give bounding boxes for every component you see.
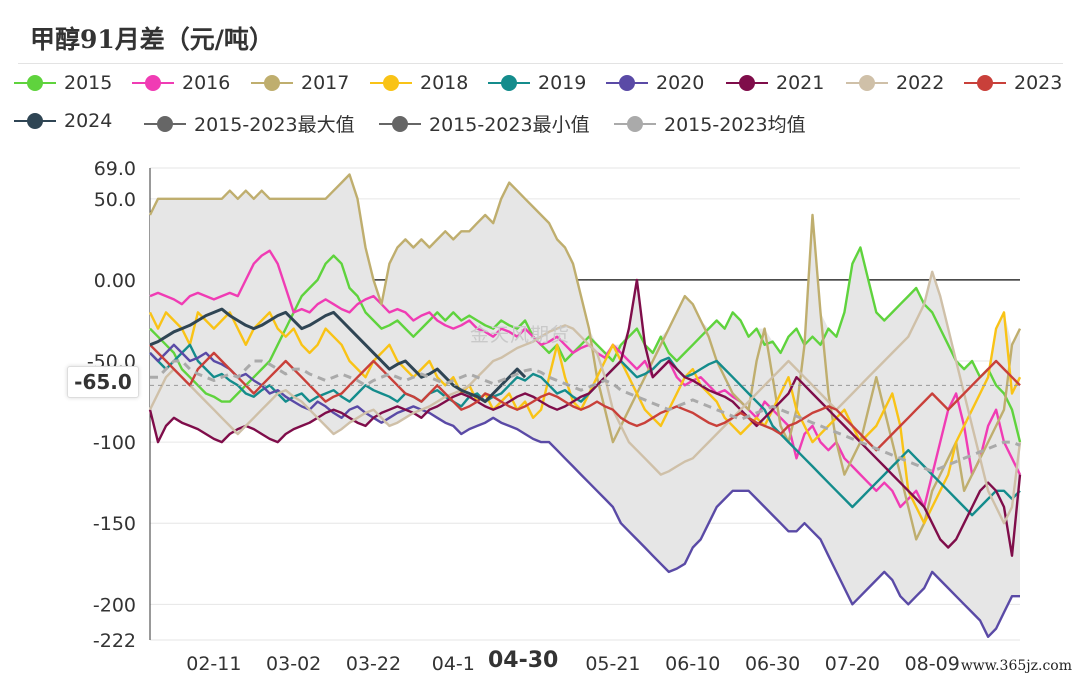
y-tick-label: 69.0 — [94, 158, 136, 180]
legend-label: 2015-2023最小值 — [429, 114, 590, 136]
legend-label: 2021 — [776, 72, 825, 94]
legend-marker-icon — [488, 75, 530, 91]
legend-label: 2015 — [64, 72, 113, 94]
series-line-2018 — [148, 311, 1022, 525]
legend-label: 2022 — [896, 72, 945, 94]
legend-marker-icon — [14, 113, 56, 129]
y-tick-label: -222 — [93, 630, 136, 652]
legend-item-2020[interactable]: 2020 — [606, 72, 704, 94]
legend-item-2024[interactable]: 2024 — [14, 110, 112, 132]
y-tick-label: -100 — [93, 432, 136, 454]
legend-label: 2015-2023均值 — [664, 114, 806, 136]
series-line-2017 — [148, 173, 1022, 541]
series-line-2022 — [148, 270, 1022, 525]
x-tick-label: 05-21 — [585, 653, 640, 675]
watermark: 金天风期货 — [470, 324, 571, 346]
legend-item-2017[interactable]: 2017 — [251, 72, 349, 94]
title-divider — [18, 63, 1063, 64]
legend-label: 2015-2023最大值 — [194, 114, 355, 136]
footer-url: www.365jz.com — [960, 658, 1072, 674]
legend-marker-icon — [726, 75, 768, 91]
legend-marker-icon — [606, 75, 648, 91]
legend-label: 2018 — [420, 72, 469, 94]
x-tick-label: 07-20 — [825, 653, 880, 675]
y-tick-label: -200 — [93, 594, 136, 616]
legend-label: 2017 — [301, 72, 350, 94]
legend-marker-icon — [614, 115, 656, 132]
legend-label: 2024 — [64, 110, 113, 132]
x-cursor-label: 04-30 — [484, 648, 563, 673]
legend-item-2015[interactable]: 2015 — [14, 72, 112, 94]
x-tick-label: 03-22 — [346, 653, 401, 675]
legend-marker-icon — [144, 115, 186, 132]
y-tick-label: 50.0 — [94, 189, 136, 211]
legend-label: 2020 — [656, 72, 705, 94]
x-tick-label: 06-30 — [745, 653, 800, 675]
y-cursor-label: -65.0 — [67, 366, 139, 398]
x-tick-label: 04-1 — [432, 653, 475, 675]
legend-item-2015-2023最大值[interactable]: 2015-2023最大值 — [144, 110, 355, 137]
legend-marker-icon — [14, 75, 56, 91]
legend-item-2023[interactable]: 2023 — [964, 72, 1062, 94]
legend-marker-icon — [370, 75, 412, 91]
legend-label: 2019 — [538, 72, 587, 94]
y-tick-label: 0.00 — [94, 270, 136, 292]
series-line-2015-2023均值 — [150, 359, 1021, 473]
legend-item-2015-2023均值[interactable]: 2015-2023均值 — [614, 110, 806, 137]
series-line-2024 — [149, 307, 527, 404]
legend-marker-icon — [379, 115, 421, 132]
series-line-2016 — [149, 249, 1022, 509]
legend-item-2018[interactable]: 2018 — [370, 72, 468, 94]
legend-item-2021[interactable]: 2021 — [726, 72, 824, 94]
legend-item-2016[interactable]: 2016 — [132, 72, 230, 94]
legend-marker-icon — [964, 75, 1006, 91]
legend-item-2019[interactable]: 2019 — [488, 72, 586, 94]
legend-label: 2016 — [182, 72, 231, 94]
legend-item-2015-2023最小值[interactable]: 2015-2023最小值 — [379, 110, 590, 137]
legend-label: 2023 — [1014, 72, 1063, 94]
legend-marker-icon — [251, 75, 293, 91]
legend-item-2022[interactable]: 2022 — [846, 72, 944, 94]
series-line-2021 — [148, 278, 1022, 557]
legend-marker-icon — [132, 75, 174, 91]
x-tick-label: 02-11 — [186, 653, 241, 675]
y-tick-label: -150 — [93, 513, 136, 535]
x-tick-label: 03-02 — [266, 653, 321, 675]
min-max-band — [150, 174, 1020, 637]
series-line-2020 — [149, 343, 1020, 638]
legend-marker-icon — [846, 75, 888, 91]
x-tick-label: 08-09 — [905, 653, 960, 675]
x-tick-label: 06-10 — [665, 653, 720, 675]
chart-title: 甲醇91月差（元/吨） — [30, 25, 274, 54]
